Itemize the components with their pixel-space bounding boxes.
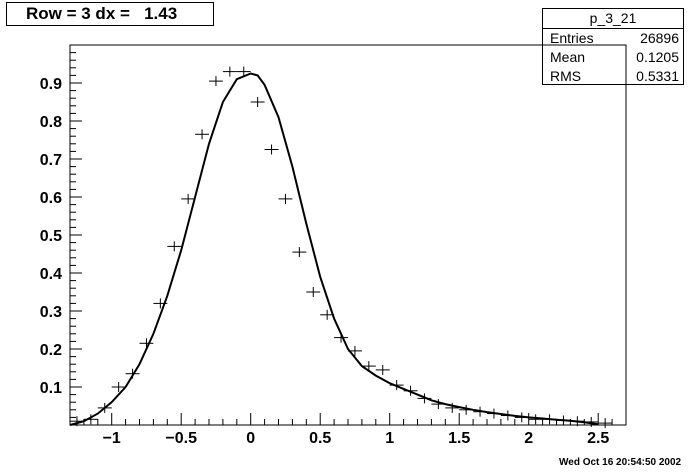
fit-curve <box>69 72 599 426</box>
data-point <box>153 298 168 309</box>
data-point <box>97 402 112 413</box>
stats-value: 0.5331 <box>636 68 679 84</box>
stats-name: p_3_21 <box>543 9 683 29</box>
y-tick-label: 0.8 <box>40 114 62 131</box>
x-tick-label: 1.5 <box>448 430 470 447</box>
data-point <box>598 418 613 429</box>
data-point <box>417 393 432 404</box>
data-point <box>403 385 418 396</box>
data-point <box>111 382 126 392</box>
data-point <box>556 415 571 426</box>
x-tick-label: 0 <box>246 430 255 447</box>
data-point <box>459 404 474 415</box>
data-point <box>320 309 335 320</box>
y-tick-label: 0.6 <box>40 190 62 207</box>
y-tick-label: 0.1 <box>40 380 62 397</box>
data-point <box>514 412 529 423</box>
y-tick-label: 0.5 <box>40 228 62 245</box>
data-point <box>125 368 140 379</box>
x-tick-label: 1 <box>385 430 394 447</box>
data-point <box>292 247 307 258</box>
data-point <box>181 193 196 204</box>
data-point <box>473 406 487 417</box>
stats-row-entries: Entries 26896 <box>543 29 683 48</box>
data-point <box>570 416 585 427</box>
data-point <box>528 414 543 425</box>
y-tick-label: 0.4 <box>40 266 62 283</box>
data-point <box>70 416 84 427</box>
data-point <box>195 129 209 140</box>
stats-label: Mean <box>550 49 586 65</box>
y-tick-label: 0.3 <box>40 304 62 321</box>
stats-value: 0.1205 <box>636 49 679 65</box>
data-point <box>83 414 98 425</box>
data-point <box>250 97 265 107</box>
x-tick-label: 2 <box>524 430 533 447</box>
data-point <box>264 144 279 155</box>
stats-row-mean: Mean 0.1205 <box>543 48 683 67</box>
data-point <box>445 402 460 413</box>
stats-label: RMS <box>550 68 582 84</box>
plot-frame <box>69 44 627 426</box>
data-point <box>500 410 515 421</box>
data-point <box>431 399 446 410</box>
data-point <box>348 345 362 356</box>
chart-title: Row = 3 dx = 1.43 <box>6 2 214 26</box>
y-tick-label: 0.9 <box>40 76 62 93</box>
data-point <box>334 332 348 343</box>
timestamp: Wed Oct 16 20:54:50 2002 <box>559 457 682 468</box>
x-tick-label: 2.5 <box>587 430 609 447</box>
x-tick-label: −0.5 <box>165 430 197 447</box>
x-tick-label: −1 <box>103 430 121 447</box>
data-point <box>278 193 293 204</box>
stats-label: Entries <box>550 30 594 46</box>
data-point <box>487 408 501 419</box>
data-point <box>389 380 404 391</box>
stats-value: 26896 <box>640 30 679 46</box>
x-tick-label: 0.5 <box>309 430 331 447</box>
stats-box: p_3_21 Entries 26896 Mean 0.1205 RMS 0.5… <box>542 8 684 85</box>
data-point <box>222 66 237 77</box>
data-point <box>375 364 390 375</box>
data-point <box>361 361 376 372</box>
data-point <box>542 414 557 425</box>
data-point <box>139 338 154 349</box>
y-tick-label: 0.7 <box>40 152 62 169</box>
data-point <box>584 416 599 427</box>
data-point <box>306 287 321 297</box>
data-point <box>209 76 223 87</box>
y-tick-label: 0.2 <box>40 342 62 359</box>
data-point <box>236 66 251 77</box>
stats-row-rms: RMS 0.5331 <box>543 67 683 86</box>
data-point <box>167 241 182 252</box>
